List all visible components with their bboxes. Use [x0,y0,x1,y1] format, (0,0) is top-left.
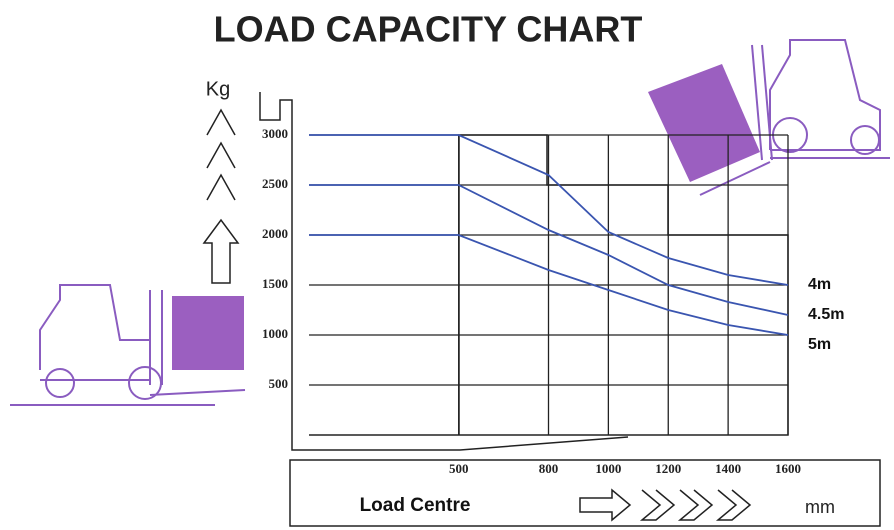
x-tick-label: 800 [539,461,559,476]
y-tick-label: 2000 [262,226,288,241]
x-tick-label: 1400 [715,461,741,476]
x-tick-label: 1600 [775,461,801,476]
y-tick-label: 3000 [262,126,288,141]
y-tick-label: 1000 [262,326,288,341]
series-label: 4.5m [808,306,844,323]
y-tick-label: 2500 [262,176,288,191]
y-arrows [204,110,238,283]
series-label: 4m [808,276,831,293]
x-axis-label: Load Centre [360,495,471,516]
x-tick-label: 1000 [595,461,621,476]
x-tick-label: 1200 [655,461,681,476]
series-label: 5m [808,336,831,353]
y-axis-label: Kg [206,78,230,100]
y-tick-label: 1500 [262,276,288,291]
x-unit: mm [805,497,835,517]
chart: LOAD CAPACITY CHART Kg Load Centre mm [0,0,894,530]
forklift-left [10,285,245,405]
y-tick-label: 500 [269,376,289,391]
x-tick-label: 500 [449,461,469,476]
chart-title: LOAD CAPACITY CHART [214,9,643,50]
forklift-right [648,40,890,195]
